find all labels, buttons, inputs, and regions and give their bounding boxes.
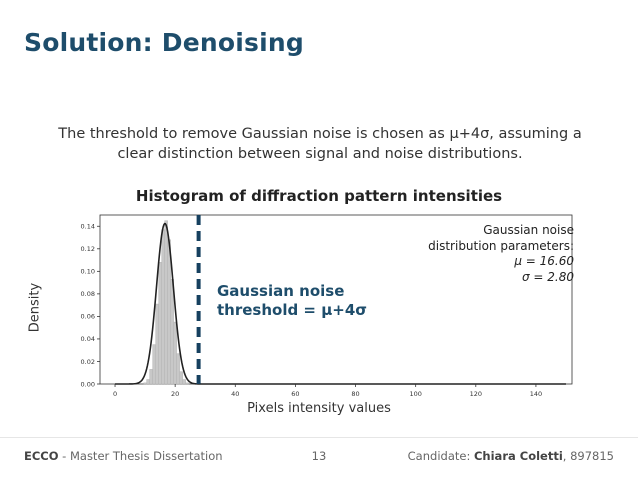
sigma-value: σ = 2.80 [521,269,574,284]
y-tick-label: 0.06 [81,313,95,321]
candidate-label: Candidate: [407,449,474,463]
x-tick-label: 80 [351,390,359,398]
footer-left: ECCO - Master Thesis Dissertation [24,449,223,463]
histogram-bar [149,369,153,385]
footer-brand: ECCO [24,449,59,463]
mu-value: μ = 16.60 [514,254,574,268]
page-number: 13 [311,449,327,463]
candidate-name: Chiara Coletti [473,449,563,463]
candidate-id: , 897815 [562,449,614,463]
slide-title: Solution: Denoising [24,28,304,57]
y-tick-label: 0.08 [81,290,95,298]
params-title-line-2: distribution parameters: [428,238,574,253]
histogram-bar [155,303,159,385]
x-tick-label: 120 [470,390,482,398]
histogram-bar [146,379,150,385]
y-axis-label: Density [27,282,43,333]
footer-subtitle: - Master Thesis Dissertation [58,449,223,463]
chart-title: Histogram of diffraction pattern intensi… [135,187,503,205]
x-axis-label: Pixels intensity values [247,401,391,416]
intro-line-2: clear distinction between signal and noi… [117,146,523,162]
footer-divider [0,437,638,438]
histogram-bar [176,353,180,385]
noise-parameters-annotation: Gaussian noise distribution parameters: … [354,223,574,285]
threshold-annotation: Gaussian noise threshold = μ+4σ [217,282,367,320]
histogram-bar [143,382,147,385]
histogram-bar [179,371,183,385]
histogram-bar [173,321,177,385]
histogram-bar [182,379,186,385]
y-tick-label: 0.02 [81,358,95,366]
y-tick-label: 0.14 [81,223,95,231]
x-tick-label: 0 [113,390,117,398]
x-tick-label: 20 [171,390,179,398]
histogram-bar [170,279,174,385]
threshold-line-2: threshold = μ+4σ [217,301,367,319]
params-title-line-1: Gaussian noise [483,223,574,237]
y-tick-label: 0.12 [81,245,95,253]
y-tick-label: 0.00 [81,380,95,388]
gaussian-fit-line [115,222,566,385]
histogram-bar [164,220,168,385]
intro-line-1: The threshold to remove Gaussian noise i… [58,126,582,142]
histogram-bar [152,344,156,385]
y-tick-label: 0.10 [81,268,95,276]
x-tick-label: 100 [409,390,421,398]
y-tick-label: 0.04 [81,335,95,343]
threshold-line-1: Gaussian noise [217,282,345,300]
histogram-bar [158,262,162,385]
histogram-bar [161,229,165,385]
intro-text: The threshold to remove Gaussian noise i… [40,124,600,164]
x-tick-label: 40 [231,390,239,398]
histogram-bar [185,382,189,385]
x-tick-label: 60 [291,390,299,398]
histogram-bar [167,239,171,385]
x-tick-label: 140 [530,390,542,398]
footer-right: Candidate: Chiara Coletti, 897815 [408,449,614,463]
